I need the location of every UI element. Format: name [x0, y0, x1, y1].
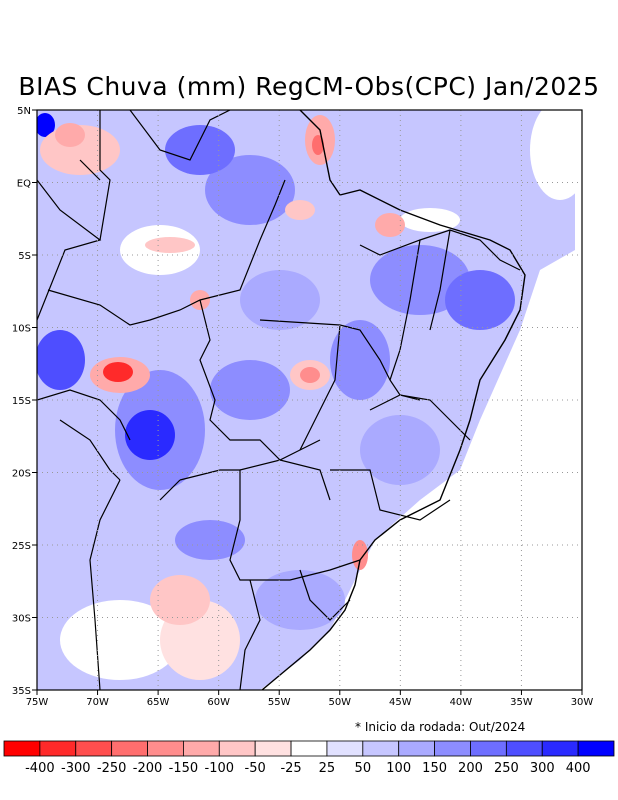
bias-field [37, 110, 582, 690]
colorbar-swatch [470, 740, 507, 757]
colorbar-swatch [75, 740, 113, 757]
colorbar-swatch [39, 740, 77, 757]
y-tick-label: 5N [17, 106, 31, 117]
colorbar-label: -250 [97, 761, 127, 776]
colorbar-label: 300 [530, 761, 555, 776]
x-tick-label: 50W [328, 697, 351, 708]
colorbar-label: -150 [169, 761, 199, 776]
colorbar-swatch [3, 740, 41, 757]
colorbar-label: -400 [25, 761, 55, 776]
colorbar-swatch [541, 740, 579, 757]
x-tick-label: 40W [450, 697, 473, 708]
colorbar-swatch [326, 740, 364, 757]
colorbar-label: 150 [422, 761, 447, 776]
colorbar-swatch [577, 740, 615, 757]
colorbar: -400 -300 -250 -200 -150 -100 -50 -25 25 50 100 150… [3, 740, 615, 776]
colorbar-swatch [147, 740, 184, 757]
colorbar-label: 200 [458, 761, 483, 776]
colorbar-label: -25 [280, 761, 301, 776]
colorbar-label: -50 [245, 761, 266, 776]
colorbar-label: 50 [355, 761, 372, 776]
y-tick-label: 20S [12, 469, 31, 480]
colorbar-label: 100 [386, 761, 411, 776]
colorbar-swatch [398, 740, 435, 757]
grid-lines [37, 110, 582, 690]
colorbar-swatch [254, 740, 292, 757]
colorbar-label: -100 [205, 761, 235, 776]
y-tick-label: 35S [12, 686, 31, 697]
x-tick-label: 70W [86, 697, 109, 708]
coastline [261, 110, 526, 690]
colorbar-label: 250 [494, 761, 519, 776]
x-tick-label: 55W [268, 697, 291, 708]
run-start-note: * Inicio da rodada: Out/2024 [355, 720, 526, 734]
map-title: BIAS Chuva (mm) RegCM-Obs(CPC) Jan/2025 [18, 72, 600, 101]
colorbar-label: 25 [319, 761, 336, 776]
y-axis-ticks: 5N EQ 5S 10S 15S 20S 25S 30S 35S [12, 106, 37, 697]
colorbar-swatch [183, 740, 220, 757]
colorbar-label: -300 [61, 761, 91, 776]
x-tick-label: 60W [207, 697, 230, 708]
y-tick-label: 10S [12, 324, 31, 335]
colorbar-label: -200 [133, 761, 163, 776]
country-borders [37, 110, 521, 690]
y-tick-label: 25S [12, 541, 31, 552]
colorbar-swatch [218, 740, 256, 757]
x-tick-label: 65W [147, 697, 170, 708]
colorbar-swatch [362, 740, 400, 757]
colorbar-swatch [434, 740, 471, 757]
x-tick-label: 30W [571, 697, 594, 708]
x-tick-label: 45W [389, 697, 412, 708]
colorbar-swatch [505, 740, 543, 757]
x-tick-label: 35W [510, 697, 533, 708]
colorbar-swatch [290, 740, 328, 757]
x-tick-label: 75W [26, 697, 49, 708]
colorbar-swatch [111, 740, 148, 757]
y-tick-label: EQ [17, 179, 31, 190]
colorbar-label: 400 [566, 761, 591, 776]
x-axis-ticks: 75W 70W 65W 60W 55W 50W 45W 40W 35W 30W [26, 690, 594, 708]
y-tick-label: 30S [12, 614, 31, 625]
y-tick-label: 15S [12, 396, 31, 407]
y-tick-label: 5S [18, 251, 31, 262]
